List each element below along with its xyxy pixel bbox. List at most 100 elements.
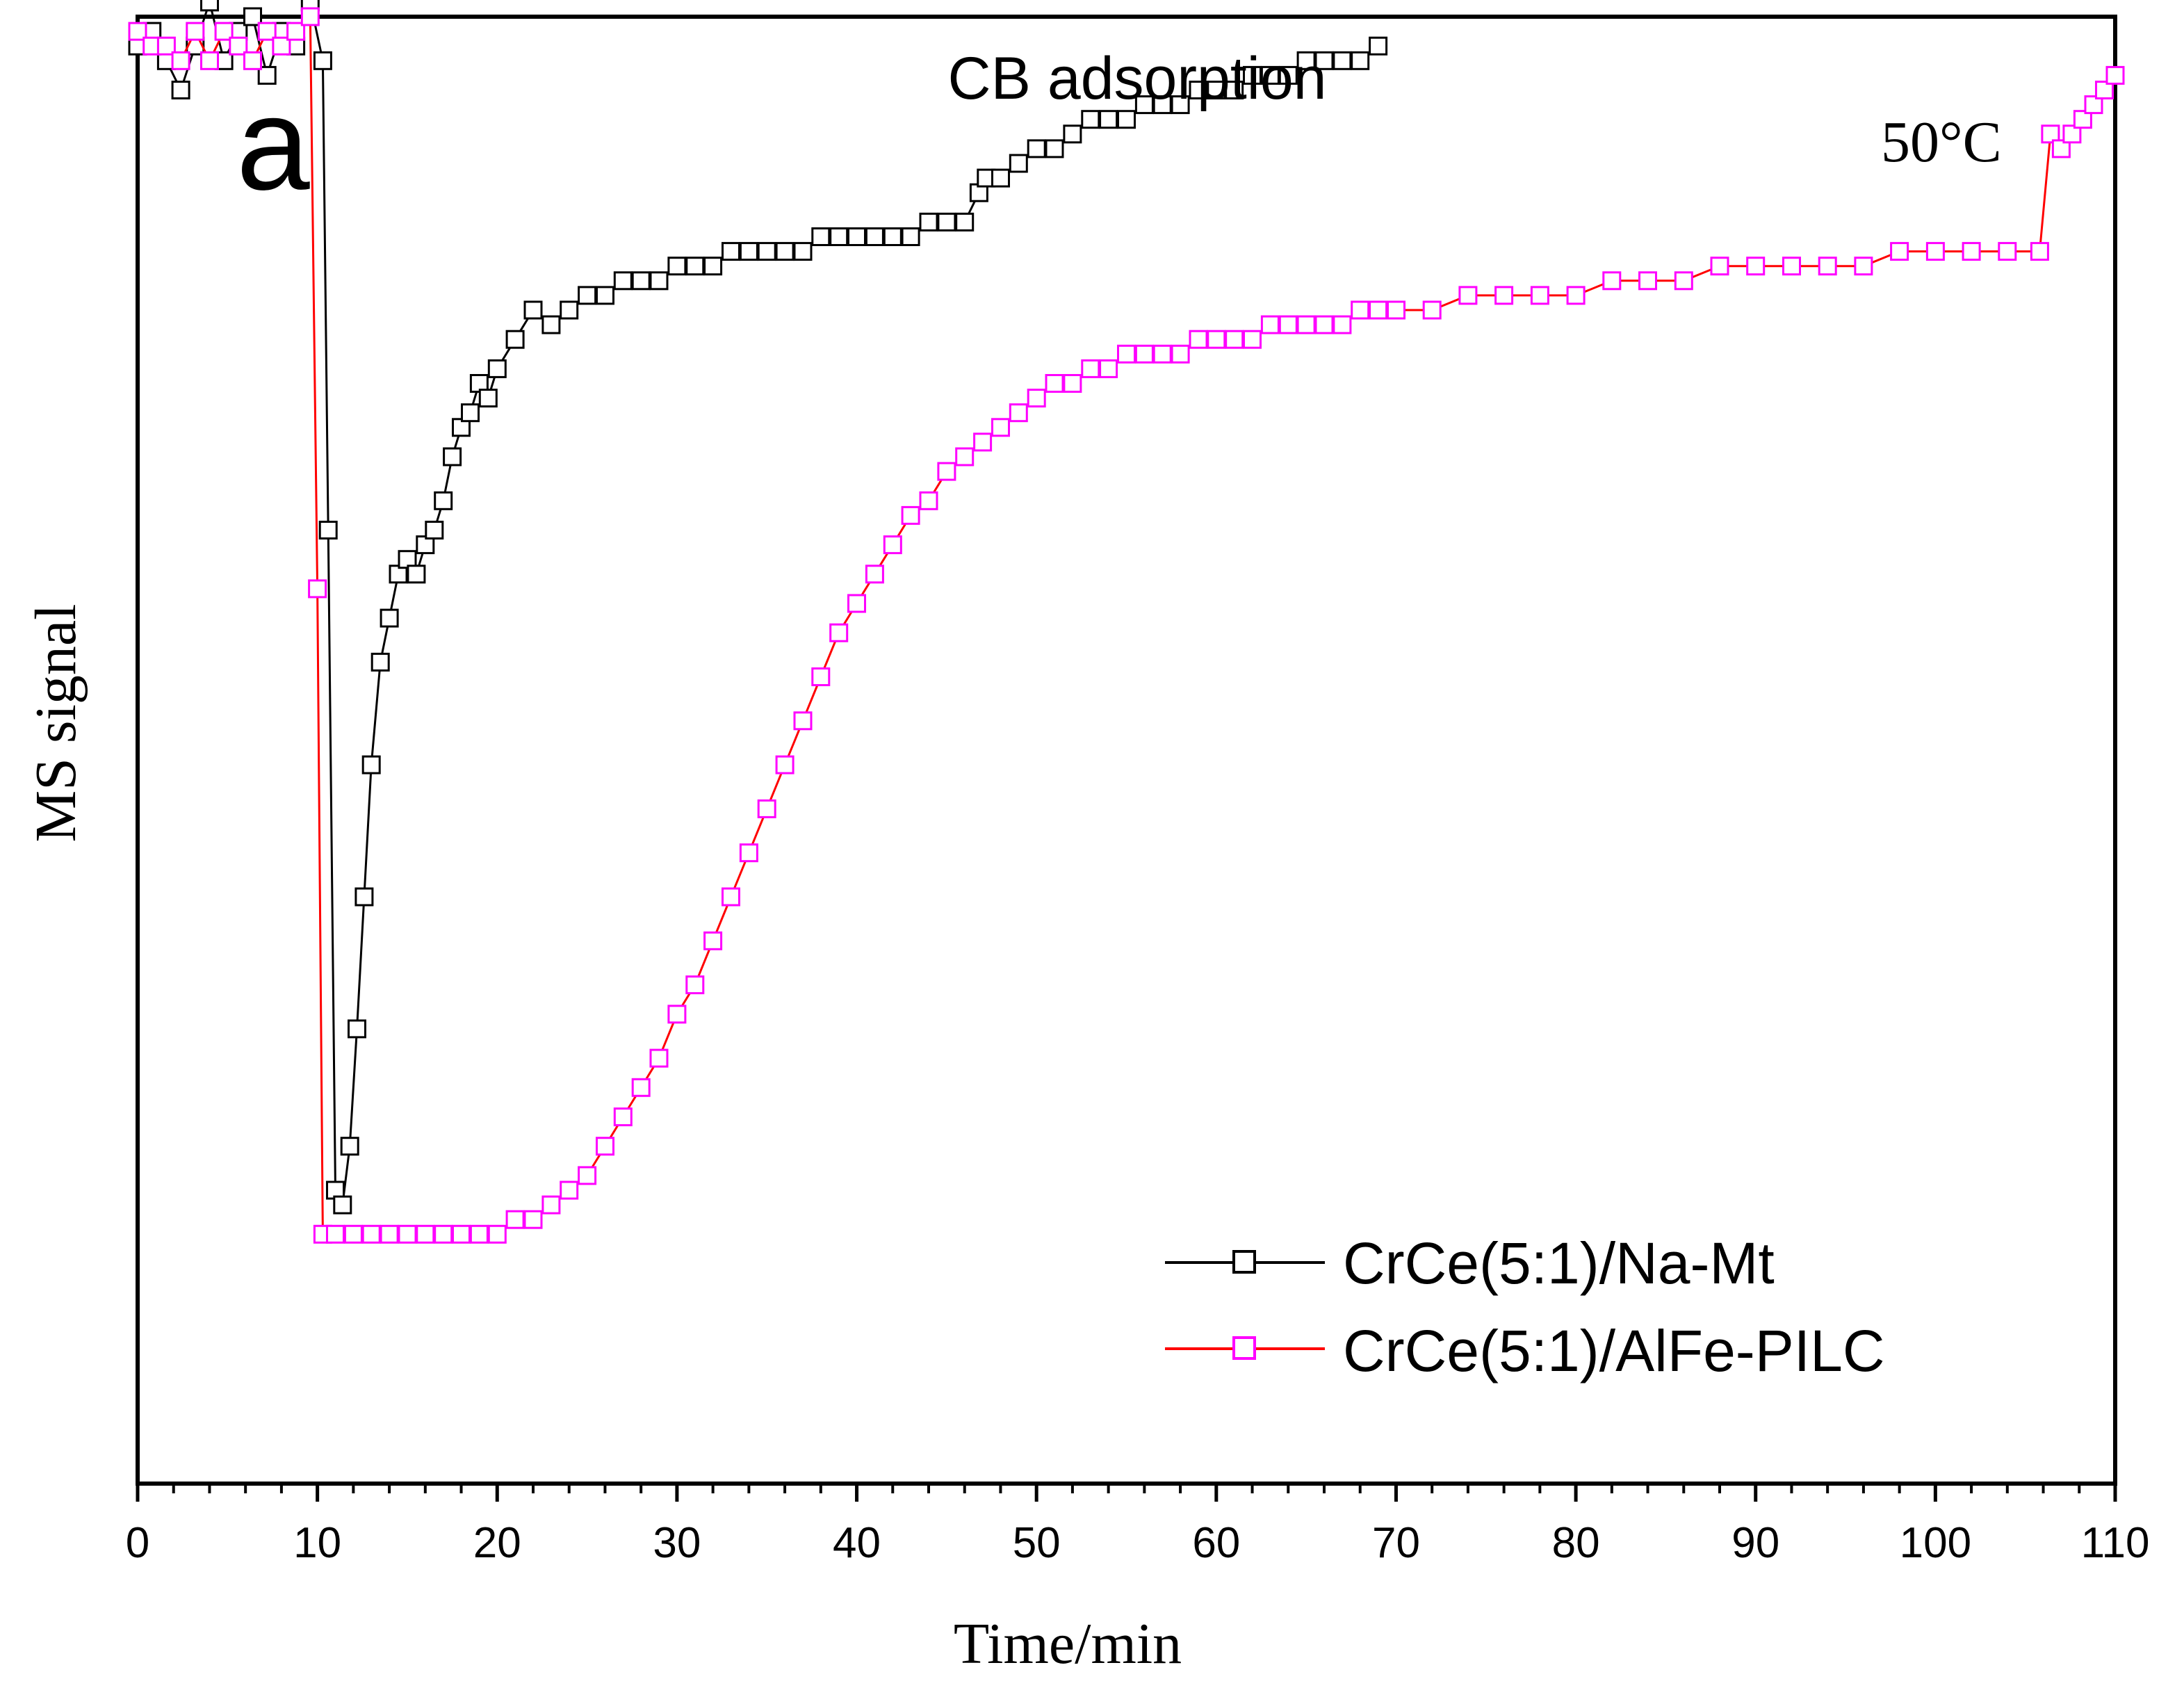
series-1-point [937, 212, 956, 232]
series-2-point [243, 51, 262, 70]
series-2-point [1854, 257, 1873, 276]
x-tick-label-60: 60 [1192, 1519, 1240, 1567]
series-2-point [1782, 257, 1801, 276]
series-1-point [1296, 51, 1316, 70]
series-1-point [865, 227, 884, 246]
series-1-point [613, 271, 633, 291]
series-2-point [156, 36, 176, 56]
series-1-point [407, 565, 426, 584]
series-2-point [541, 1195, 561, 1215]
legend-label-series-2: CrCe(5:1)/AlFe-PILC [1343, 1318, 1885, 1383]
series-1-point [478, 389, 498, 408]
series-1-point [1117, 110, 1136, 129]
series-1-point [1063, 124, 1082, 144]
series-1-point [1314, 51, 1334, 70]
x-axis-label: Time/min [954, 1612, 1182, 1676]
series-2-point [703, 931, 723, 950]
series-2-point [214, 22, 234, 41]
series-2-point [1422, 300, 1442, 320]
series-1-point [793, 242, 813, 261]
series-2-point [1260, 315, 1280, 334]
series-1-point [1243, 65, 1262, 85]
series-1-point [505, 330, 525, 349]
series-2-point [1225, 330, 1244, 349]
series-2-point [1710, 257, 1729, 276]
series-2-point [1296, 315, 1316, 334]
series-1-point [318, 521, 338, 539]
series-1-point [523, 300, 543, 320]
series-2-point [2030, 242, 2049, 261]
series-layer [128, 0, 2125, 1244]
series-1-point [1152, 95, 1172, 115]
temperature-value: 50 [1881, 110, 1939, 175]
series-1-point [1009, 154, 1028, 173]
x-tick-label-20: 20 [473, 1519, 521, 1567]
series-2-point [596, 1137, 614, 1156]
series-1-point [1278, 65, 1298, 85]
series-2-point [1351, 300, 1370, 320]
series-1-point [1081, 110, 1100, 129]
series-1-point [487, 359, 507, 378]
series-1-point [739, 242, 758, 261]
series-2-point [775, 755, 794, 774]
series-1-point [578, 286, 597, 305]
series-2-point [1189, 330, 1208, 349]
series-2-point [1530, 286, 1549, 305]
x-tick-label-0: 0 [126, 1519, 149, 1567]
series-2-point [649, 1048, 669, 1068]
series-1-point [1189, 81, 1208, 99]
series-2-point [452, 1224, 471, 1244]
series-2-point [1369, 300, 1388, 320]
series-2-line [136, 14, 2117, 1235]
series-1-point [560, 300, 579, 320]
series-1-point [171, 81, 190, 99]
series-2-point [1638, 271, 1657, 291]
series-1-point [847, 227, 866, 246]
series-2-point [416, 1224, 435, 1244]
series-1-point [649, 271, 669, 291]
series-2-point [343, 1224, 363, 1244]
series-1-point [333, 1195, 352, 1215]
series-2-point [1134, 344, 1154, 364]
series-1-point [443, 447, 462, 466]
temperature-unit: °C [1939, 110, 2002, 175]
series-2-point [1566, 286, 1586, 305]
x-tick-label-40: 40 [833, 1519, 881, 1567]
series-2-point [1674, 271, 1693, 291]
series-2-point [937, 462, 956, 481]
series-1-point [348, 1019, 366, 1039]
series-1-point [425, 521, 444, 539]
series-2-point [1333, 315, 1352, 334]
series-2-point [991, 418, 1010, 437]
temperature-annotation: 50°C [1881, 110, 2002, 175]
series-1-point [1027, 139, 1046, 159]
series-1-point [883, 227, 902, 246]
series-2-point [1063, 374, 1082, 393]
plot-frame [136, 15, 2117, 1486]
series-2-point [757, 799, 776, 818]
series-2-point [1818, 257, 1837, 276]
series-1-point [703, 257, 723, 276]
series-1-point [829, 227, 849, 246]
series-1-point [955, 212, 975, 232]
series-2-point [1314, 315, 1334, 334]
series-1-point [1045, 139, 1064, 159]
series-1-point [811, 227, 831, 246]
series-2-point [1998, 242, 2017, 261]
series-1-point [1207, 81, 1226, 99]
series-1-point [901, 227, 920, 246]
series-2-point [1009, 403, 1028, 423]
series-2-point [919, 491, 938, 510]
series-1-point [340, 1137, 359, 1156]
series-1-point [775, 242, 794, 261]
series-2-point [739, 843, 758, 863]
series-2-point [865, 565, 884, 584]
series-1-point [1333, 51, 1352, 70]
y-axis-label: MS signal [24, 603, 88, 842]
series-1-point [541, 315, 561, 334]
series-2-point [487, 1224, 507, 1244]
series-1-point [596, 286, 614, 305]
series-1-point [919, 212, 938, 232]
series-1-point [434, 491, 453, 510]
